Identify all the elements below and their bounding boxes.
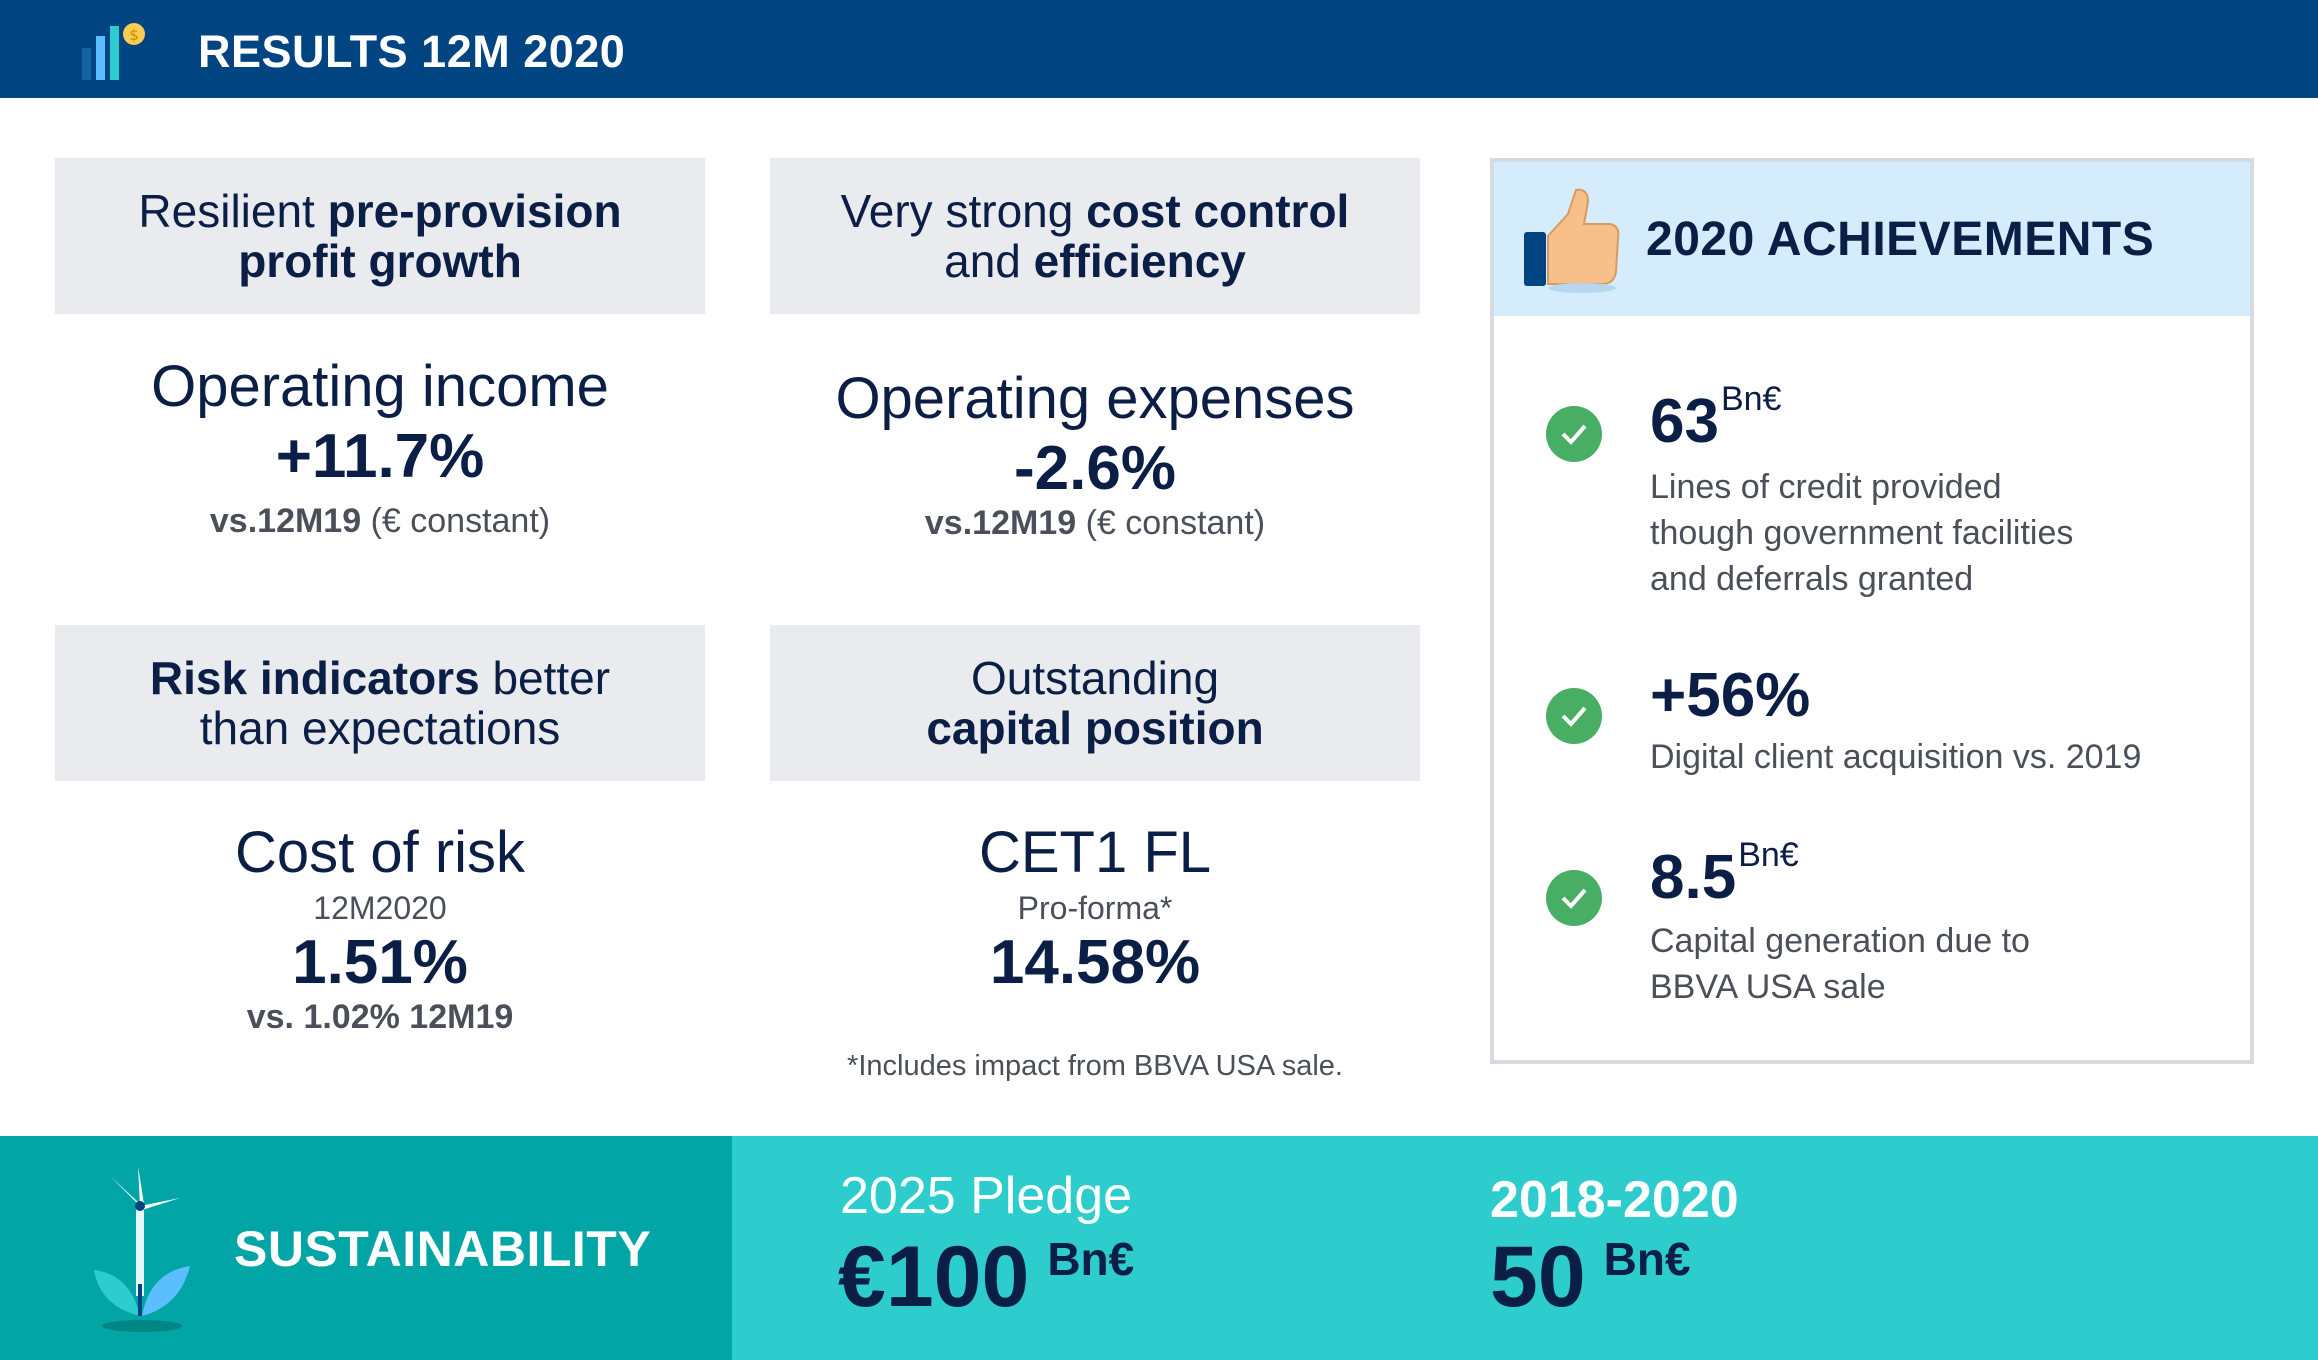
achievement-value: 8.5Bn€ — [1650, 836, 1799, 913]
metric-title: Cost of risk — [234, 820, 526, 885]
achieved-value: 50 Bn€ — [1490, 1228, 1691, 1327]
pledge-number: €100 — [838, 1229, 1030, 1325]
achievements-title: 2020 ACHIEVEMENTS — [1646, 213, 2155, 266]
metric-operating-expenses: Operating expenses -2.6% vs.12M19 (€ con… — [770, 364, 1420, 543]
svg-text:$: $ — [129, 26, 139, 44]
metric-sub-bold: vs.12M19 — [209, 502, 362, 540]
metric-sub: vs.12M19 (€ constant) — [770, 504, 1420, 543]
pledge-unit: Bn€ — [1047, 1233, 1135, 1285]
metric-sub-bold: vs.12M19 — [924, 504, 1077, 542]
desc-line: Capital generation due to — [1650, 922, 2030, 960]
achieved-unit: Bn€ — [1603, 1233, 1691, 1285]
card-head-bold: efficiency — [1033, 235, 1246, 287]
metric-value: -2.6% — [1014, 434, 1176, 503]
check-icon — [1546, 688, 1602, 744]
check-icon — [1546, 870, 1602, 926]
metric-period: 12M2020 — [313, 890, 447, 926]
card-head-bold: cost control — [1086, 185, 1350, 237]
card-head-text: and — [944, 235, 1034, 287]
achievement-unit: Bn€ — [1738, 836, 1799, 874]
achieved-number: 50 — [1490, 1229, 1586, 1325]
card-head-cost: Very strong cost control and efficiency — [770, 158, 1420, 314]
card-head-bold: pre-provision — [327, 185, 622, 237]
pledge-value: €100 Bn€ — [838, 1228, 1134, 1327]
achievement-number: +56% — [1650, 661, 1811, 730]
achieved-label: 2018-2020 — [1490, 1171, 1739, 1229]
metric-value: 14.58% — [989, 928, 1201, 997]
achievements-panel: 2020 ACHIEVEMENTS 63Bn€ Lines of credit … — [1490, 158, 2254, 1064]
pledge-label: 2025 Pledge — [840, 1167, 1133, 1225]
achievement-value: +56% — [1650, 660, 1810, 731]
achievement-desc: Digital client acquisition vs. 2019 — [1650, 734, 2230, 780]
page-title: RESULTS 12M 2020 — [198, 26, 626, 77]
check-icon — [1546, 406, 1602, 462]
metric-sub: vs.12M19 (€ constant) — [55, 502, 705, 541]
desc-line: Lines of credit provided — [1650, 468, 2002, 506]
card-head-risk: Risk indicators better than expectations — [55, 625, 705, 781]
desc-line: BBVA USA sale — [1650, 968, 1886, 1006]
sustainability-banner: SUSTAINABILITY — [0, 1136, 732, 1360]
card-head-bold: profit growth — [238, 235, 522, 287]
card-head-bold: Risk indicators — [149, 652, 480, 704]
metric-sub-light: (€ constant) — [361, 502, 551, 540]
metric-sub-bold: vs. 1.02% 12M19 — [246, 998, 514, 1036]
metric-cost-of-risk: Cost of risk 12M2020 1.51% vs. 1.02% 12M… — [55, 818, 705, 1037]
metric-sub-light: (€ constant) — [1076, 504, 1266, 542]
achievement-desc: Lines of credit provided though governme… — [1650, 464, 2230, 602]
achievement-number: 63 — [1650, 387, 1719, 456]
metric-title: Operating expenses — [835, 366, 1355, 431]
metric-period: Pro-forma* — [1017, 890, 1173, 926]
achievements-header: 2020 ACHIEVEMENTS — [1494, 162, 2250, 316]
metric-cet1: CET1 FL Pro-forma* 14.58% — [770, 818, 1420, 998]
card-head-text: Resilient — [138, 185, 328, 237]
header-bar: $ RESULTS 12M 2020 — [0, 0, 2318, 98]
metric-sub: vs. 1.02% 12M19 — [55, 998, 705, 1037]
metric-title: Operating income — [151, 354, 609, 419]
achievement-number: 8.5 — [1650, 843, 1737, 912]
desc-line: Digital client acquisition vs. 2019 — [1650, 738, 2142, 776]
card-head-profit: Resilient pre-provision profit growth — [55, 158, 705, 314]
card-head-bold: capital position — [926, 702, 1264, 754]
card-head-text: Very strong — [840, 185, 1087, 237]
card-head-text: better — [479, 652, 611, 704]
card-head-text: than expectations — [199, 702, 561, 754]
desc-line: though government facilities — [1650, 514, 2074, 552]
sustainability-figures: 2025 Pledge €100 Bn€ 2018-2020 50 Bn€ — [732, 1136, 2318, 1360]
card-head-capital: Outstanding capital position — [770, 625, 1420, 781]
thumbs-up-icon — [1524, 188, 1620, 293]
sustainability-title: SUSTAINABILITY — [234, 1221, 652, 1277]
bar-chart-coin-icon: $ — [82, 23, 145, 80]
metric-value: +11.7% — [275, 422, 485, 491]
wind-turbine-plant-icon — [94, 1166, 190, 1332]
card-head-text: Outstanding — [970, 652, 1220, 704]
metric-operating-income: Operating income +11.7% vs.12M19 (€ cons… — [55, 352, 705, 541]
footnote: *Includes impact from BBVA USA sale. — [847, 1050, 1343, 1082]
achievement-desc: Capital generation due to BBVA USA sale — [1650, 918, 2230, 1010]
metric-title: CET1 FL — [978, 820, 1212, 885]
achievement-unit: Bn€ — [1720, 380, 1782, 418]
metric-value: 1.51% — [292, 928, 468, 997]
achievement-value: 63Bn€ — [1650, 380, 1781, 457]
desc-line: and deferrals granted — [1650, 560, 1974, 598]
